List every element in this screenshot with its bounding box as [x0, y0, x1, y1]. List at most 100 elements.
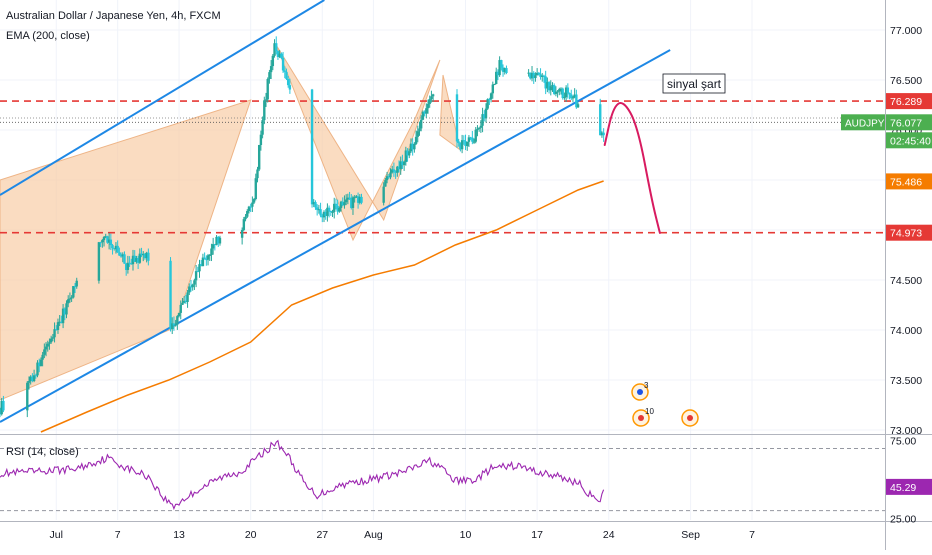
candle-body[interactable]: [288, 85, 292, 90]
candle-body[interactable]: [406, 150, 409, 156]
badge-74973[interactable]: 74.973: [886, 224, 932, 241]
candle-body[interactable]: [251, 202, 254, 207]
signal-annotation[interactable]: sinyal şart: [662, 73, 726, 94]
candle-body[interactable]: [213, 244, 217, 246]
candle-body[interactable]: [387, 176, 390, 178]
candle-body[interactable]: [419, 119, 423, 129]
candle-body[interactable]: [269, 66, 273, 73]
candle-body[interactable]: [401, 161, 404, 165]
candle-body[interactable]: [411, 143, 414, 150]
candle-body[interactable]: [138, 253, 142, 263]
candle-body[interactable]: [476, 128, 479, 130]
candle-body[interactable]: [39, 359, 43, 367]
candle-body[interactable]: [246, 211, 249, 217]
candle-body[interactable]: [496, 71, 500, 76]
candle-body[interactable]: [484, 108, 488, 119]
candle-body[interactable]: [552, 85, 556, 94]
candle-body[interactable]: [171, 323, 174, 330]
candle-body[interactable]: [111, 245, 114, 249]
badge-timer[interactable]: 02:45:40: [886, 132, 932, 149]
candle-body[interactable]: [530, 72, 534, 79]
candle-body[interactable]: [556, 91, 559, 93]
candle-body[interactable]: [326, 207, 329, 216]
candle-body[interactable]: [355, 196, 358, 198]
candle-body[interactable]: [131, 255, 135, 265]
badge-76289[interactable]: 76.289: [886, 93, 932, 110]
candle-body[interactable]: [147, 252, 150, 261]
projection-curve[interactable]: [603, 102, 661, 234]
candle-body[interactable]: [143, 253, 147, 259]
candle-body[interactable]: [182, 300, 186, 303]
projection-layer[interactable]: [603, 102, 661, 234]
candle-body[interactable]: [283, 70, 286, 72]
candle-body[interactable]: [123, 254, 126, 264]
candle-body[interactable]: [26, 382, 29, 411]
candle-body[interactable]: [547, 82, 551, 91]
candle-body[interactable]: [106, 236, 109, 243]
candle-body[interactable]: [201, 257, 205, 267]
candle-body[interactable]: [186, 292, 189, 303]
candle-body[interactable]: [51, 337, 55, 339]
candle-body[interactable]: [466, 141, 469, 147]
candle-body[interactable]: [402, 161, 406, 165]
candle-body[interactable]: [281, 58, 285, 71]
candle-body[interactable]: [414, 136, 418, 144]
candle-body[interactable]: [334, 203, 338, 206]
candle-body[interactable]: [554, 91, 558, 94]
candle-body[interactable]: [172, 323, 176, 326]
candle-body[interactable]: [343, 202, 346, 206]
candle-body[interactable]: [31, 376, 34, 382]
candle-body[interactable]: [242, 219, 246, 230]
candle-body[interactable]: [310, 89, 314, 205]
candle-body[interactable]: [130, 263, 133, 265]
candle-body[interactable]: [460, 140, 464, 150]
candle-body[interactable]: [109, 239, 113, 246]
candle-body[interactable]: [252, 199, 256, 203]
candle-body[interactable]: [198, 264, 201, 272]
candle-body[interactable]: [184, 300, 188, 303]
candle-body[interactable]: [467, 137, 471, 142]
candle-body[interactable]: [341, 201, 344, 206]
candle-body[interactable]: [315, 207, 319, 210]
candle-body[interactable]: [495, 71, 498, 85]
candle-body[interactable]: [217, 236, 220, 244]
candle-body[interactable]: [60, 321, 63, 324]
candle-body[interactable]: [488, 99, 491, 101]
candle-body[interactable]: [124, 263, 128, 270]
candle-body[interactable]: [286, 78, 290, 86]
candle-body[interactable]: [53, 329, 56, 338]
candle-body[interactable]: [546, 82, 549, 89]
candle-body[interactable]: [382, 186, 385, 203]
candle-body[interactable]: [65, 303, 68, 315]
candle-body[interactable]: [67, 299, 70, 304]
candle-body[interactable]: [114, 245, 118, 250]
candle-body[interactable]: [271, 55, 275, 67]
candle-body[interactable]: [240, 229, 244, 238]
candle-body[interactable]: [564, 87, 568, 98]
candle-body[interactable]: [278, 53, 281, 57]
candle-body[interactable]: [483, 114, 486, 119]
channel-line-lower[interactable]: [0, 49, 671, 423]
candle-body[interactable]: [211, 244, 215, 249]
candle-body[interactable]: [194, 271, 198, 281]
candle-body[interactable]: [353, 197, 356, 199]
candle-body[interactable]: [254, 178, 257, 200]
candle-body[interactable]: [58, 321, 61, 323]
candle-body[interactable]: [215, 236, 218, 245]
event-marker-layer[interactable]: 3 10: [631, 381, 699, 427]
candlestick-layer[interactable]: [0, 36, 605, 418]
candle-body[interactable]: [573, 94, 576, 98]
candle-body[interactable]: [571, 97, 575, 99]
candle-body[interactable]: [493, 84, 496, 86]
candle-body[interactable]: [73, 286, 77, 288]
candle-body[interactable]: [257, 144, 261, 170]
candle-body[interactable]: [542, 75, 546, 77]
candle-body[interactable]: [423, 111, 426, 114]
candle-body[interactable]: [0, 400, 3, 415]
candle-body[interactable]: [421, 111, 425, 120]
candle-body[interactable]: [505, 68, 508, 73]
rsi-layer[interactable]: [0, 439, 885, 512]
candle-body[interactable]: [48, 342, 51, 344]
candle-body[interactable]: [333, 203, 336, 212]
